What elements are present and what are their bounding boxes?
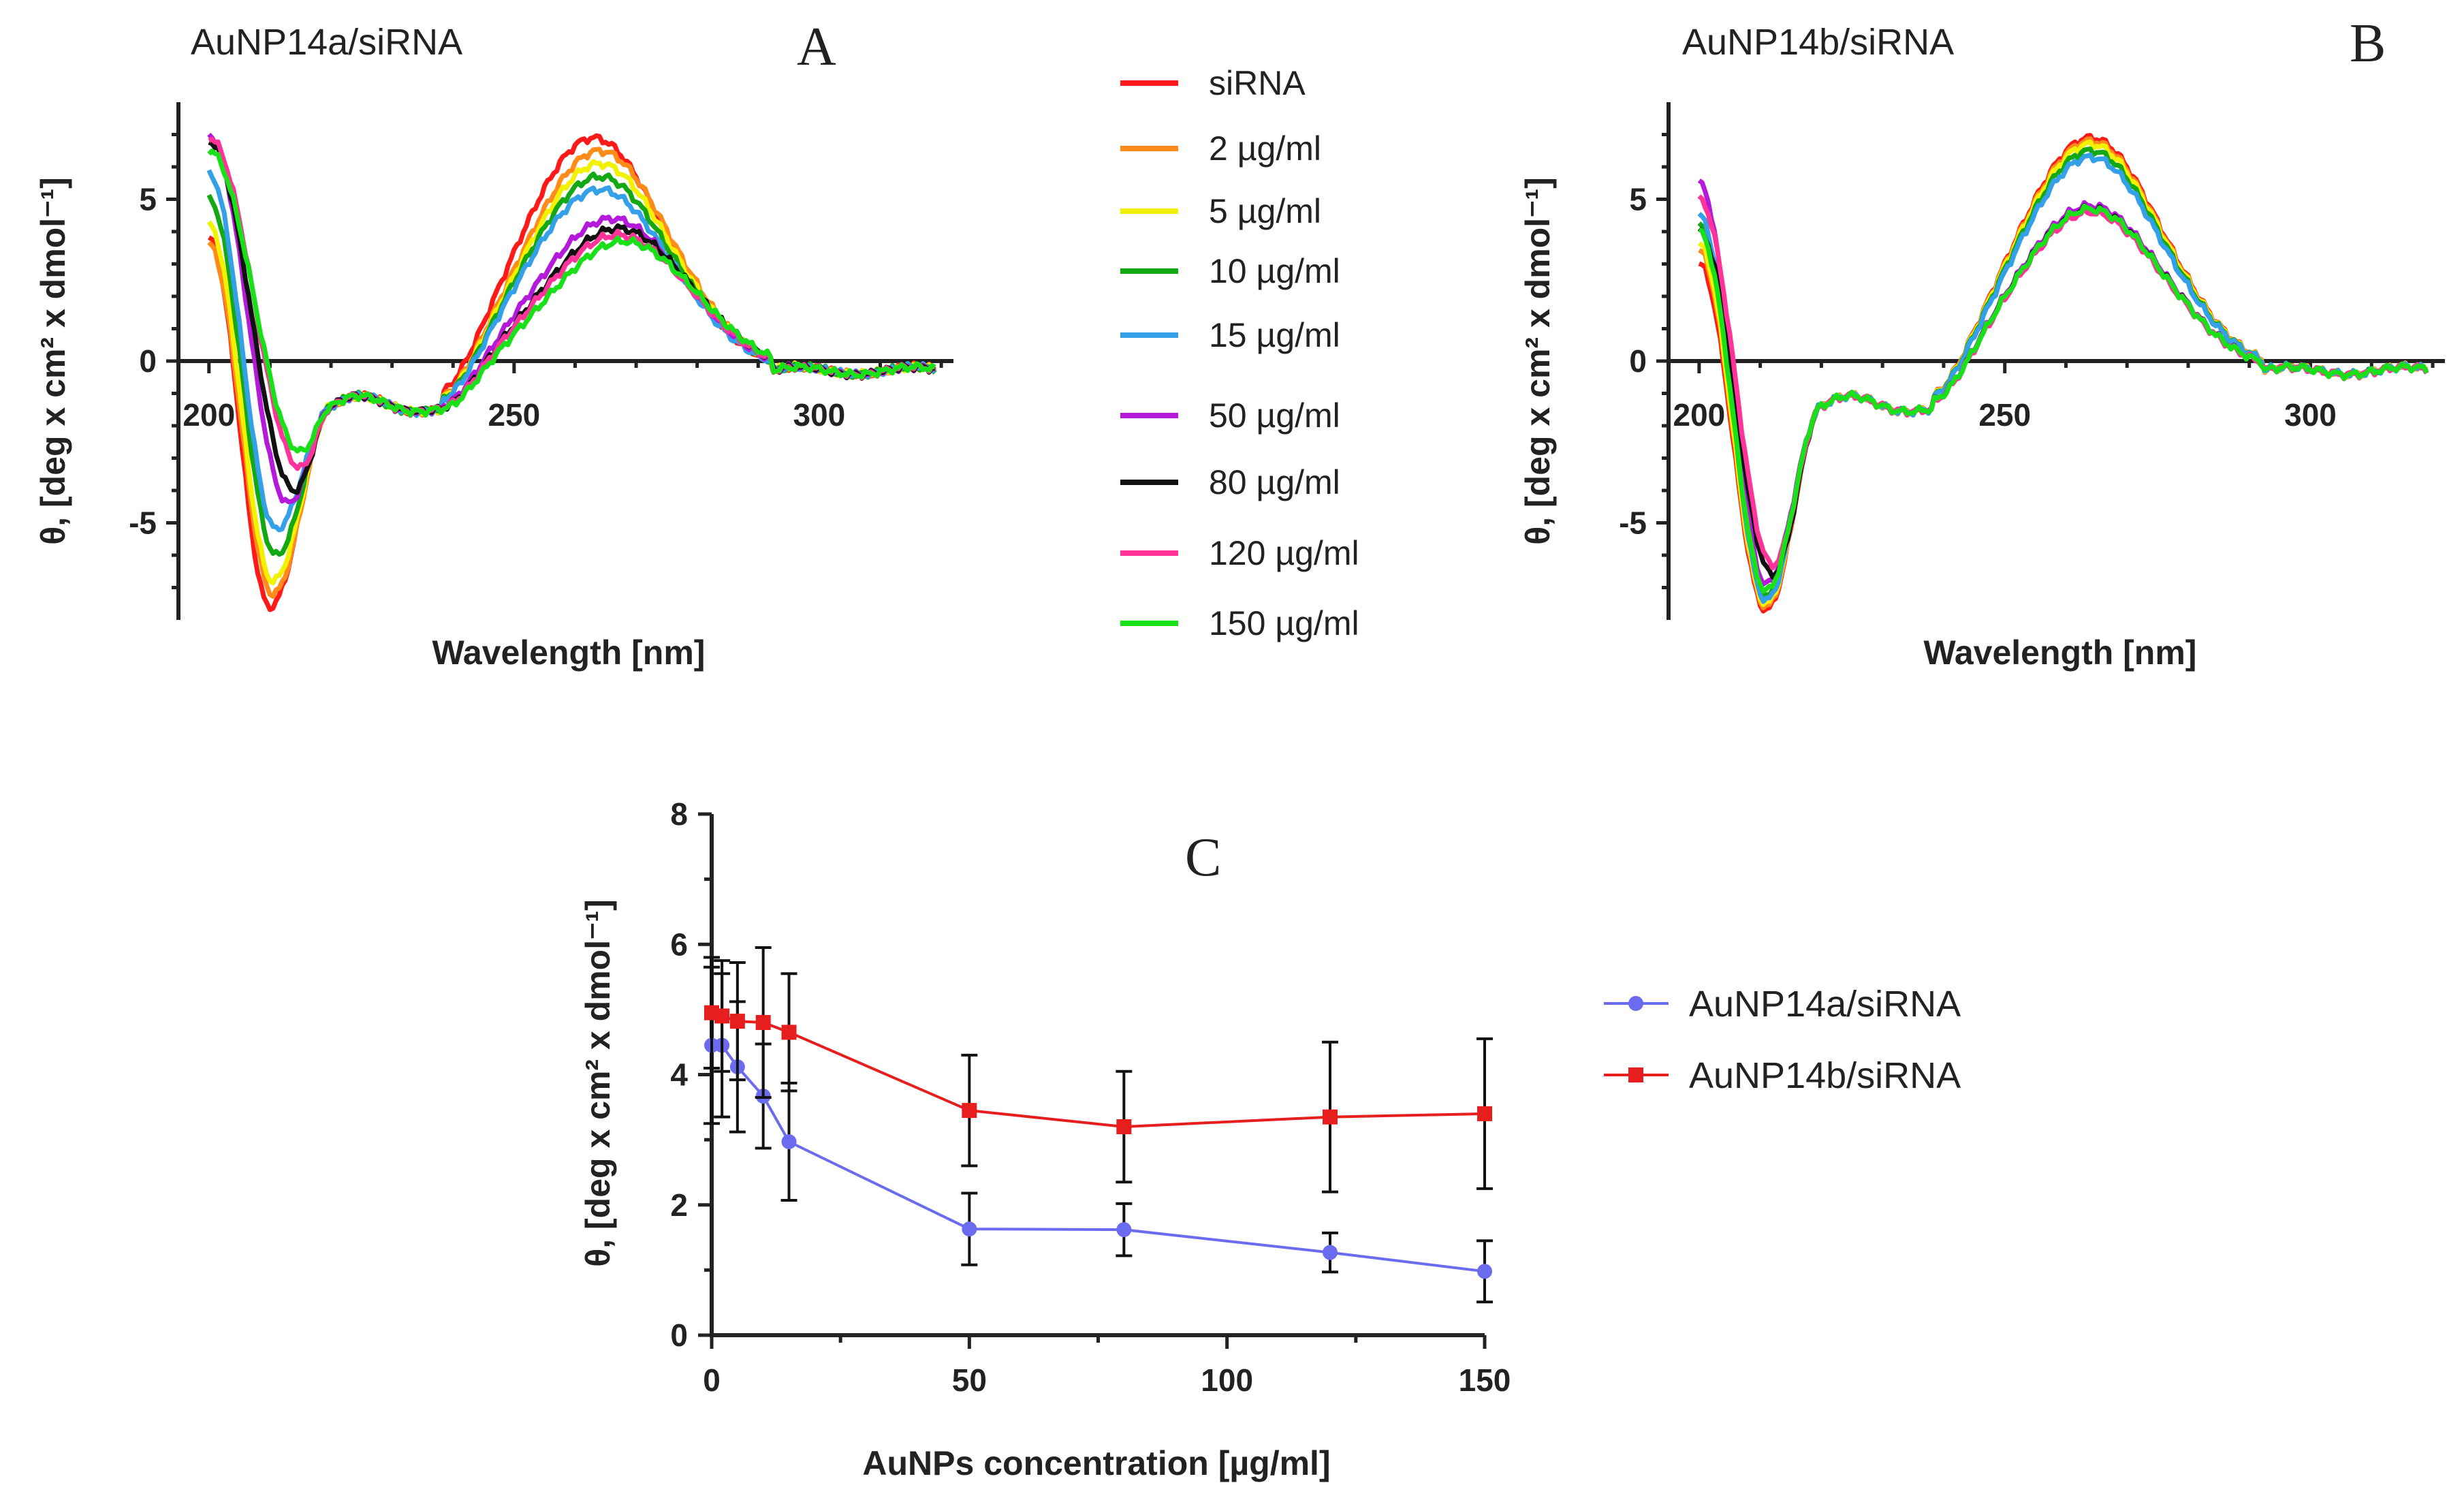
series-line-50-g-ml (1697, 178, 2429, 587)
y-tick-label: 0 (1629, 343, 1647, 379)
legend-label: 15 µg/ml (1209, 316, 1340, 354)
y-tick-label: 0 (670, 1317, 688, 1353)
legend-marker (1628, 1067, 1643, 1082)
x-tick-label: 0 (703, 1362, 721, 1398)
legend-label: 10 µg/ml (1209, 252, 1340, 290)
y-tick-label: 2 (670, 1187, 688, 1223)
series-line-15-g-ml (206, 169, 936, 533)
data-point (714, 1008, 730, 1024)
y-tick-label: -5 (129, 505, 157, 541)
legend-label: 5 µg/ml (1209, 192, 1321, 230)
series-line-150-g-ml (207, 149, 936, 454)
series-line-sirna (1698, 133, 2428, 614)
data-point (755, 1015, 771, 1030)
x-tick-label: 250 (1978, 397, 2031, 433)
panel-a-xlabel: Wavelength [nm] (432, 634, 706, 672)
data-point (781, 1134, 797, 1149)
panel-b-letter: B (2350, 14, 2386, 74)
x-tick-label: 150 (1459, 1362, 1511, 1398)
x-tick-label: 200 (1673, 397, 1726, 433)
plot-b-area: 5 0 -5 200 250 300 (1619, 102, 2445, 620)
panel-b-title: AuNP14b/siRNA (1682, 22, 1954, 63)
legend-label: 120 µg/ml (1209, 534, 1359, 572)
legend-label: AuNP14b/siRNA (1689, 1055, 1961, 1096)
series-line-10-g-ml (206, 171, 937, 557)
data-point (962, 1103, 977, 1119)
series-line-150-g-ml (1698, 203, 2429, 594)
legend-label: siRNA (1209, 64, 1306, 102)
y-tick-label: 0 (139, 343, 157, 379)
series-line-2-g-ml (1698, 136, 2429, 610)
x-tick-label: 300 (793, 397, 845, 433)
plot-a-area: 5 0 -5 200 250 300 (129, 102, 953, 620)
legend-c: AuNP14a/siRNA AuNP14b/siRNA (1604, 984, 1961, 1096)
data-point (781, 1025, 797, 1040)
panel-c-letter: C (1185, 828, 1221, 888)
panel-a-title: AuNP14a/siRNA (191, 22, 462, 63)
panel-a: AuNP14a/siRNA A 5 0 -5 200 250 300 Wavelength… (34, 17, 953, 672)
panel-b-xlabel: Wavelength [nm] (1924, 634, 2197, 672)
x-tick-label: 100 (1201, 1362, 1253, 1398)
y-tick-label: -5 (1619, 505, 1647, 541)
data-point (1323, 1245, 1338, 1260)
y-tick-label: 4 (670, 1057, 688, 1093)
legend-label: AuNP14a/siRNA (1689, 984, 1961, 1025)
panel-c-ylabel: θ, [deg x cm² x dmol⁻¹] (579, 899, 617, 1267)
x-tick-label: 300 (2284, 397, 2337, 433)
panel-b-ylabel: θ, [deg x cm² x dmol⁻¹] (1519, 177, 1557, 545)
series-line-120-g-ml (1697, 194, 2429, 571)
data-point (729, 1014, 745, 1029)
data-point (962, 1221, 977, 1237)
data-point (1116, 1222, 1132, 1238)
data-point (1477, 1106, 1492, 1121)
y-tick-label: 6 (670, 926, 688, 962)
legend-marker (1628, 996, 1643, 1011)
data-point (1323, 1109, 1338, 1125)
y-tick-label: 5 (1629, 182, 1647, 217)
panel-c: C 0 2 4 6 8 0 50 100 150 AuNPs concentration [µg… (579, 796, 1511, 1482)
legend-label: 150 µg/ml (1209, 604, 1359, 642)
y-tick-label: 5 (139, 182, 157, 217)
x-tick-label: 200 (183, 397, 235, 433)
series-line (711, 1011, 1485, 1129)
legend-label: 80 µg/ml (1209, 463, 1340, 501)
panel-a-ylabel: θ, [deg x cm² x dmol⁻¹] (34, 177, 72, 545)
legend-label: 50 µg/ml (1209, 396, 1340, 435)
legend-ab: siRNA 2 µg/ml 5 µg/ml 10 µg/ml 15 µg/ml 50 µg… (1120, 64, 1359, 642)
x-tick-label: 250 (488, 397, 540, 433)
series-line-5-g-ml (1697, 140, 2429, 607)
x-tick-label: 50 (952, 1362, 987, 1398)
y-tick-label: 8 (670, 796, 688, 832)
plot-c-area: 0 2 4 6 8 0 50 100 150 (670, 796, 1511, 1398)
panel-c-xlabel: AuNPs concentration [µg/ml] (862, 1444, 1330, 1482)
series-line (712, 1044, 1485, 1273)
panel-b: AuNP14b/siRNA B 5 0 -5 200 250 300 Wavelength… (1519, 14, 2445, 672)
series-line-80-g-ml (1697, 203, 2429, 580)
data-point (1116, 1119, 1132, 1134)
data-point (1477, 1264, 1492, 1279)
series-line-80-g-ml (208, 140, 936, 495)
legend-label: 2 µg/ml (1209, 129, 1321, 168)
panel-a-letter: A (797, 17, 836, 77)
